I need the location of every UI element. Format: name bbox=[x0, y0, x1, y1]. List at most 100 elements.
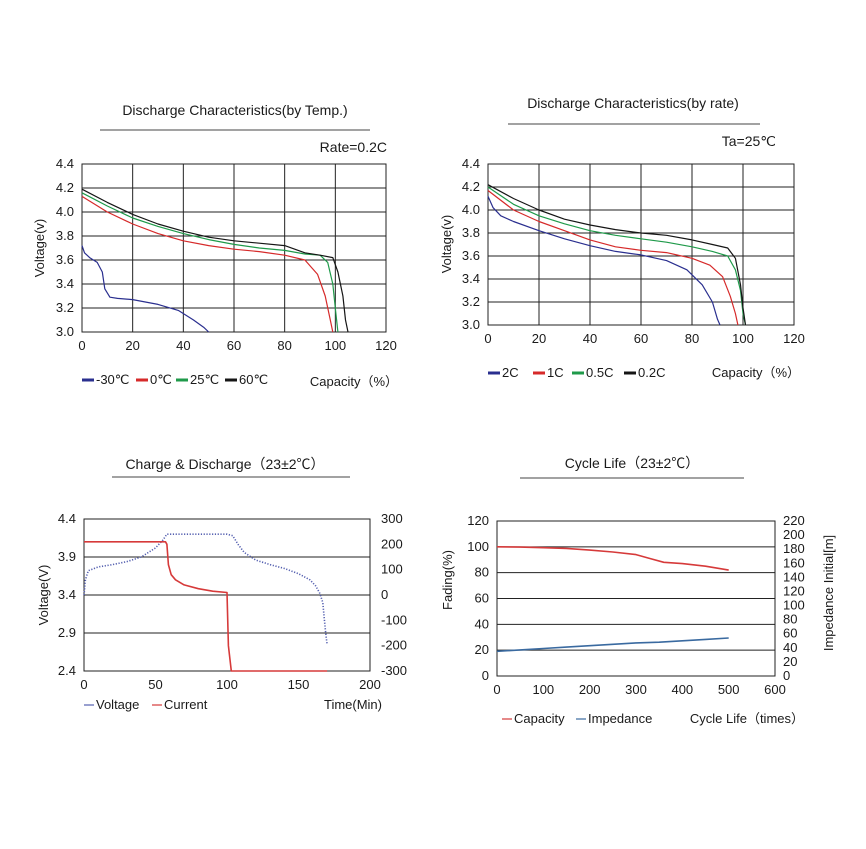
y-tick-label: 4.4 bbox=[462, 156, 480, 171]
x-tick-label: 100 bbox=[216, 677, 238, 692]
x-tick-label: 0 bbox=[80, 677, 87, 692]
x-tick-label: 80 bbox=[685, 331, 699, 346]
chart-2: Discharge Characteristics(by rate) Ta=25℃… bbox=[439, 95, 805, 380]
x-tick-label: 300 bbox=[625, 682, 647, 697]
x-axis-label: Time(Min) bbox=[324, 697, 382, 712]
legend-label: 2C bbox=[502, 365, 519, 380]
y-tick-label: 2.4 bbox=[58, 663, 76, 678]
y2-tick-label: 100 bbox=[783, 598, 805, 613]
y-tick-label: 3.8 bbox=[462, 225, 480, 240]
y-tick-label: 3.9 bbox=[58, 549, 76, 564]
x-tick-label: 200 bbox=[359, 677, 381, 692]
x-tick-label: 0 bbox=[484, 331, 491, 346]
x-tick-label: 0 bbox=[78, 338, 85, 353]
series-line-2 bbox=[81, 195, 334, 333]
x-axis-label: Capacity（%） bbox=[712, 365, 800, 380]
y-tick-label: 20 bbox=[475, 642, 489, 657]
y-tick-label: 0 bbox=[482, 668, 489, 683]
legend-label: Capacity bbox=[514, 711, 565, 726]
x-axis-label: Capacity（%） bbox=[310, 374, 398, 389]
y-axis-label: Voltage(v) bbox=[32, 219, 47, 278]
y2-tick-label: 0 bbox=[381, 587, 388, 602]
x-tick-label: 80 bbox=[277, 338, 291, 353]
y-axis-label: Voltage(v) bbox=[439, 215, 454, 274]
y-axis-label: Fading(%) bbox=[440, 550, 455, 610]
y-tick-label: 4.2 bbox=[462, 179, 480, 194]
x-tick-label: 60 bbox=[634, 331, 648, 346]
y-tick-label: 3.4 bbox=[58, 587, 76, 602]
y2-tick-label: -200 bbox=[381, 638, 407, 653]
y-tick-label: 3.2 bbox=[462, 294, 480, 309]
y-tick-label: 3.4 bbox=[56, 276, 74, 291]
y-tick-label: 120 bbox=[467, 513, 489, 528]
y2-tick-label: 200 bbox=[381, 536, 403, 551]
y-tick-label: 2.9 bbox=[58, 625, 76, 640]
x-tick-label: 50 bbox=[148, 677, 162, 692]
series-line-3 bbox=[81, 192, 339, 333]
y-tick-label: 3.2 bbox=[56, 300, 74, 315]
chart-title: Charge & Discharge（23±2℃） bbox=[125, 456, 324, 472]
series-line-2 bbox=[84, 541, 328, 672]
series-line-2 bbox=[487, 190, 739, 326]
x-tick-label: 20 bbox=[532, 331, 546, 346]
x-tick-label: 20 bbox=[125, 338, 139, 353]
x-tick-label: 40 bbox=[583, 331, 597, 346]
legend-label: -30℃ bbox=[96, 372, 129, 387]
x-tick-label: 120 bbox=[783, 331, 805, 346]
x-tick-label: 400 bbox=[671, 682, 693, 697]
chart-title: Discharge Characteristics(by Temp.) bbox=[122, 102, 347, 118]
y2-tick-label: 140 bbox=[783, 569, 805, 584]
legend-label: 60℃ bbox=[239, 372, 268, 387]
x-tick-label: 100 bbox=[732, 331, 754, 346]
y-tick-label: 3.4 bbox=[462, 271, 480, 286]
x-axis-label: Cycle Life（times） bbox=[690, 711, 804, 726]
y-tick-label: 80 bbox=[475, 565, 489, 580]
y-axis-label: Voltage(V) bbox=[36, 565, 51, 626]
y2-tick-label: 0 bbox=[783, 668, 790, 683]
legend-label: 0℃ bbox=[150, 372, 172, 387]
y2-tick-label: 200 bbox=[783, 527, 805, 542]
y2-tick-label: 120 bbox=[783, 583, 805, 598]
chart-title: Discharge Characteristics(by rate) bbox=[527, 95, 739, 111]
y-tick-label: 4.4 bbox=[56, 156, 74, 171]
legend-label: Impedance bbox=[588, 711, 652, 726]
legend-label: 25℃ bbox=[190, 372, 219, 387]
chart-1: Discharge Characteristics(by Temp.) Rate=… bbox=[32, 102, 398, 389]
x-tick-label: 0 bbox=[493, 682, 500, 697]
series-line-1 bbox=[83, 533, 328, 645]
legend-label: Voltage bbox=[96, 697, 139, 712]
y-tick-label: 100 bbox=[467, 539, 489, 554]
series-line-4 bbox=[487, 184, 747, 326]
x-tick-label: 600 bbox=[764, 682, 786, 697]
y-tick-label: 4.2 bbox=[56, 180, 74, 195]
y-tick-label: 40 bbox=[475, 616, 489, 631]
y-tick-label: 3.0 bbox=[56, 324, 74, 339]
y2-tick-label: -100 bbox=[381, 612, 407, 627]
y2-tick-label: 40 bbox=[783, 640, 797, 655]
chart-note: Ta=25℃ bbox=[722, 133, 776, 149]
legend-label: 1C bbox=[547, 365, 564, 380]
legend-label: Current bbox=[164, 697, 208, 712]
chart-note: Rate=0.2C bbox=[320, 139, 387, 155]
y-tick-label: 4.4 bbox=[58, 511, 76, 526]
x-tick-label: 100 bbox=[532, 682, 554, 697]
y-tick-label: 60 bbox=[475, 591, 489, 606]
x-tick-label: 120 bbox=[375, 338, 397, 353]
y-tick-label: 3.8 bbox=[56, 228, 74, 243]
y2-tick-label: 180 bbox=[783, 541, 805, 556]
y2-tick-label: 300 bbox=[381, 511, 403, 526]
y2-tick-label: 160 bbox=[783, 555, 805, 570]
y2-tick-label: 60 bbox=[783, 626, 797, 641]
x-tick-label: 100 bbox=[324, 338, 346, 353]
y2-tick-label: 80 bbox=[783, 612, 797, 627]
y-tick-label: 4.0 bbox=[462, 202, 480, 217]
y2-axis-label: Impedance Initial[m] bbox=[821, 535, 836, 651]
y2-tick-label: 220 bbox=[783, 513, 805, 528]
chart-title: Cycle Life（23±2℃） bbox=[565, 455, 700, 471]
y-tick-label: 4.0 bbox=[56, 204, 74, 219]
y-tick-label: 3.0 bbox=[462, 317, 480, 332]
y-tick-label: 3.6 bbox=[56, 252, 74, 267]
y2-tick-label: 20 bbox=[783, 654, 797, 669]
x-tick-label: 500 bbox=[718, 682, 740, 697]
